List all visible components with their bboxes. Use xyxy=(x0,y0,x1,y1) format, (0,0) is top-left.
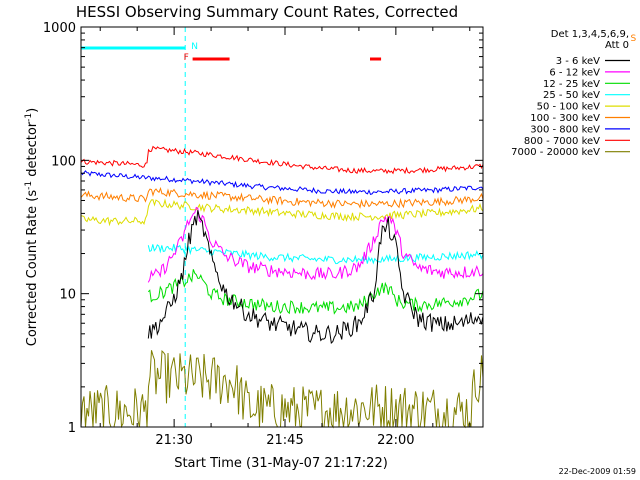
plot-frame xyxy=(80,26,484,428)
segment-flag-S: S xyxy=(630,34,636,44)
legend-label-6: 300 - 800 keV xyxy=(530,124,600,135)
series-line-8 xyxy=(80,350,484,429)
series-line-3 xyxy=(147,243,484,265)
series-line-0 xyxy=(147,210,484,345)
y-axis-label-mid: detector xyxy=(25,121,40,181)
series-5 xyxy=(80,186,484,427)
chart-title: HESSI Observing Summary Count Rates, Cor… xyxy=(76,3,458,21)
legend-label-7: 800 - 7000 keV xyxy=(524,136,600,147)
x-tick-label-0: 21:30 xyxy=(155,433,192,448)
series-line-2 xyxy=(147,269,484,315)
x-tick-label-2: 22:00 xyxy=(377,433,414,448)
y-axis: 1 10 100 1000 xyxy=(43,21,483,436)
y-axis-label-sup2: -1 xyxy=(24,113,34,122)
y-axis-label-sup1: -1 xyxy=(24,181,34,190)
series-line-4 xyxy=(80,198,484,227)
segment-flag-N: N xyxy=(191,42,198,52)
y-axis-label-main: Corrected Count Rate (s xyxy=(25,190,40,347)
series-0 xyxy=(147,185,484,427)
y-axis-label-end: ) xyxy=(25,108,40,113)
series-line-7 xyxy=(80,145,484,175)
x-axis-label: Start Time (31-May-07 21:17:22) xyxy=(174,456,388,471)
y-tick-label-2: 100 xyxy=(51,154,76,169)
footer-timestamp: 22-Dec-2009 01:59 xyxy=(559,467,636,476)
legend-label-2: 12 - 25 keV xyxy=(543,79,600,90)
segment-flag-F: F xyxy=(184,53,189,63)
legend-header-1: Att 0 xyxy=(605,40,629,51)
legend-label-0: 3 - 6 keV xyxy=(556,56,600,67)
legend-label-4: 50 - 100 keV xyxy=(537,102,601,113)
y-axis-label: Corrected Count Rate (s-1 detector-1) xyxy=(24,108,40,346)
y-tick-label-1: 10 xyxy=(59,288,76,303)
legend-label-1: 6 - 12 keV xyxy=(549,67,600,78)
series-8 xyxy=(80,350,484,429)
x-tick-label-1: 21:45 xyxy=(266,433,303,448)
series-line-1 xyxy=(147,206,484,283)
x-axis: 21:30 21:45 22:00 xyxy=(99,27,471,448)
series-line-5 xyxy=(80,186,484,209)
y-tick-label-0: 1 xyxy=(68,421,76,436)
y-tick-label-3: 1000 xyxy=(43,21,76,36)
legend-label-5: 100 - 300 keV xyxy=(530,113,600,124)
legend-label-3: 25 - 50 keV xyxy=(543,90,600,101)
legend-header-0: Det 1,3,4,5,6,9, xyxy=(551,29,629,40)
series-line-6 xyxy=(80,170,484,196)
legend-label-8: 7000 - 20000 keV xyxy=(511,147,600,158)
